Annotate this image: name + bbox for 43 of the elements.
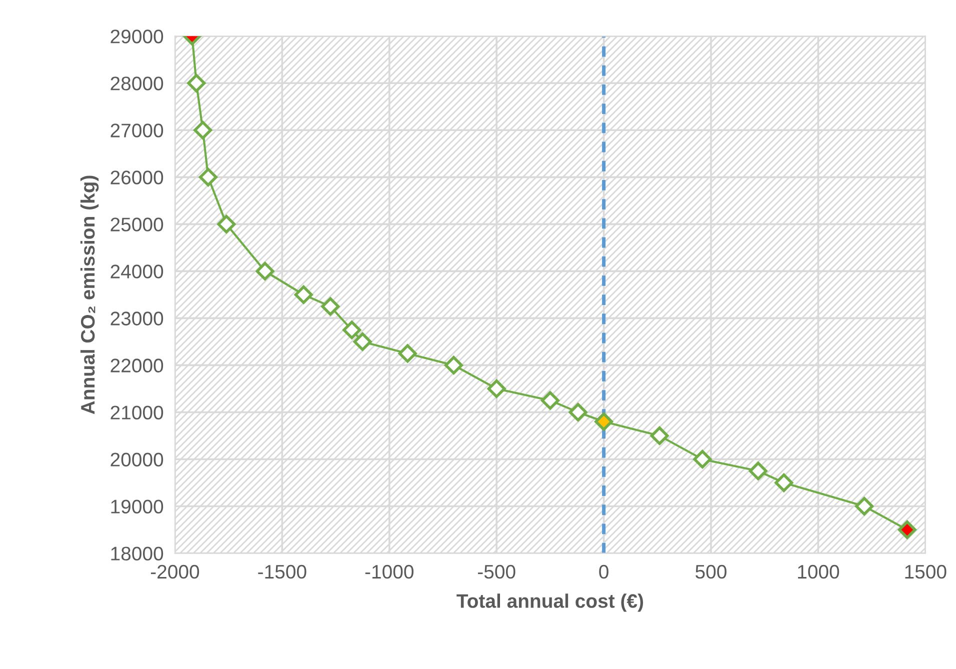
x-axis-title: Total annual cost (€): [456, 594, 644, 612]
point: [594, 412, 614, 431]
point: [198, 168, 218, 186]
point: [774, 474, 794, 492]
point: [444, 356, 463, 374]
point: [855, 497, 874, 516]
point: [650, 426, 669, 445]
y-tick-label: 19000: [111, 500, 164, 514]
point: [187, 74, 206, 92]
y-tick-label: 24000: [110, 264, 164, 278]
y-tick-label: 27000: [110, 124, 164, 138]
x-tick-label: -1500: [258, 564, 306, 579]
point: [256, 262, 274, 280]
y-tick-label: 21000: [110, 406, 164, 420]
y-tick-label: 18000: [111, 546, 164, 560]
x-tick-label: 500: [696, 564, 726, 579]
point: [568, 402, 588, 422]
y-tick-label: 29000: [110, 30, 164, 44]
point: [294, 285, 313, 304]
y-tick-label: 25000: [110, 218, 164, 232]
point: [398, 344, 417, 363]
point: [217, 214, 236, 234]
y-tick-label: 20000: [110, 452, 164, 466]
x-tick-label: -500: [478, 564, 516, 579]
x-tick-label: 1500: [905, 564, 946, 579]
y-tick-label: 23000: [110, 312, 164, 326]
point: [898, 520, 916, 540]
point: [540, 391, 560, 410]
point: [487, 379, 506, 398]
x-tick-label: 1000: [798, 564, 840, 579]
y-tick-label: 22000: [110, 358, 164, 372]
y-tick-label: 26000: [110, 170, 164, 184]
point: [693, 450, 712, 468]
point: [353, 332, 372, 351]
point: [342, 320, 362, 340]
x-tick-label: -2000: [150, 564, 200, 579]
point: [321, 297, 340, 316]
point: [194, 120, 212, 140]
x-tick-label: 0: [599, 564, 608, 579]
y-axis-title: Annual CO₂ emission (kg): [80, 176, 99, 414]
y-tick-label: 28000: [110, 76, 164, 90]
x-tick-label: -1000: [365, 564, 414, 579]
point: [748, 462, 768, 480]
